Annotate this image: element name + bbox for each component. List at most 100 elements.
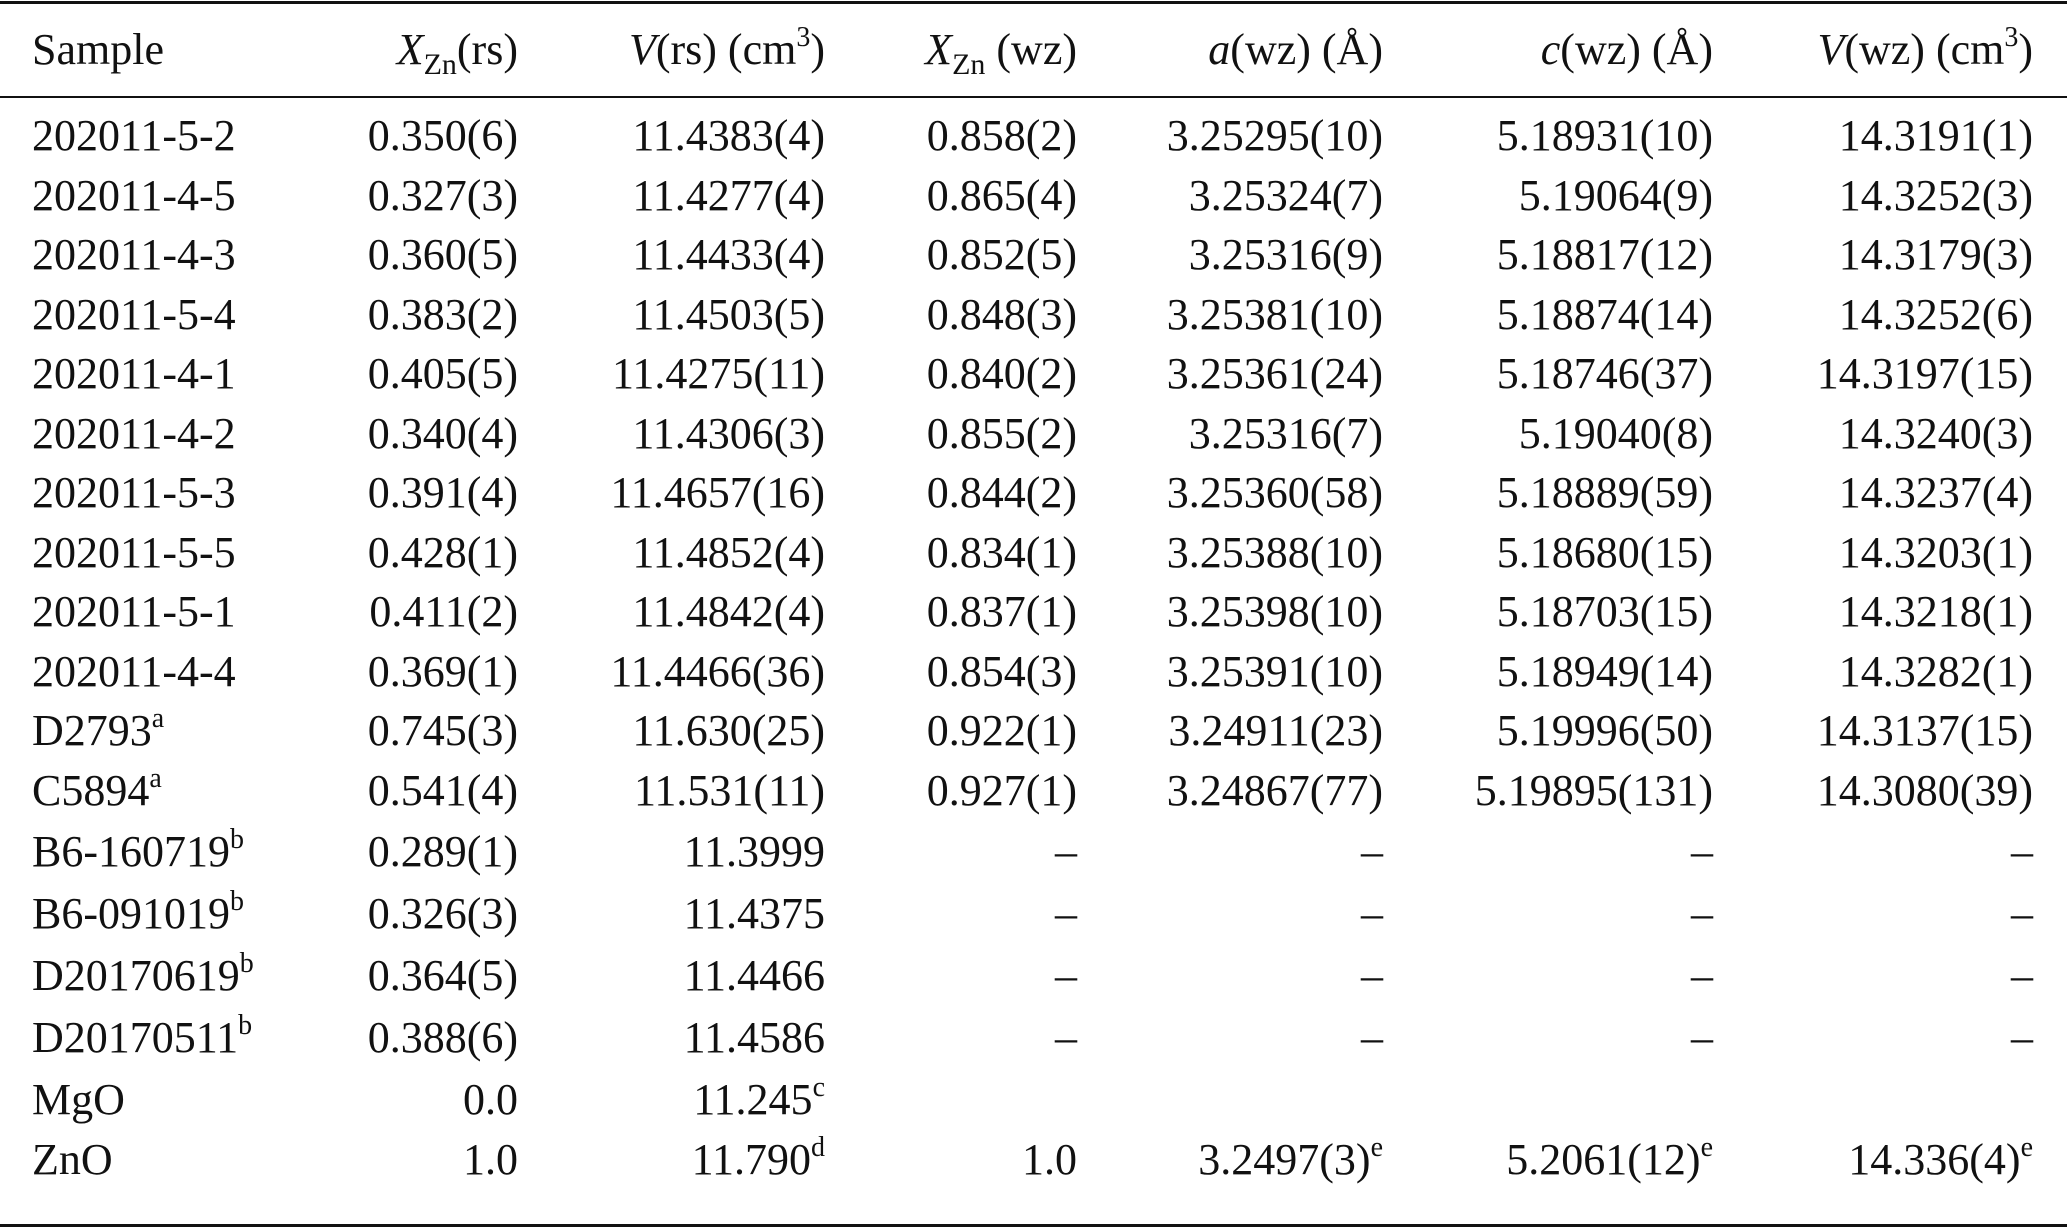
cell-xzn-wz: 0.865(4): [927, 166, 1077, 226]
table-row: 202011-5-4 0.383(2) 11.4503(5) 0.848(3) 3.25…: [0, 285, 2067, 345]
cell-xzn-wz: 0.922(1): [927, 701, 1077, 761]
cell-sample-value: MgO: [32, 1074, 125, 1124]
cell-c-wz-value: 5.18889(59): [1496, 468, 1713, 517]
cell-sample-footnote: b: [239, 947, 254, 979]
cell-c-wz: 5.18817(12): [1497, 225, 1713, 285]
cell-v-rs: 11.4466(36): [610, 642, 825, 702]
cell-xzn-rs: 1.0: [463, 1130, 518, 1190]
cell-v-wz: –: [2011, 822, 2033, 882]
cell-v-wz-value: 14.3179(3): [1838, 230, 2033, 279]
cell-sample: MgO: [32, 1070, 125, 1130]
cell-a-wz-value: 3.25316(7): [1188, 408, 1383, 458]
cell-sample: 202011-4-1: [32, 344, 236, 404]
top-rule: [0, 1, 2067, 4]
cell-c-wz: 5.19064(9): [1519, 166, 1713, 226]
table-row: D20170511b 0.388(6) 11.4586 – – – –: [0, 1008, 2067, 1068]
cell-v-wz-value: 14.3218(1): [1838, 587, 2033, 636]
cell-xzn-wz-value: 0.848(3): [926, 289, 1077, 339]
cell-a-wz: –: [1361, 946, 1383, 1006]
cell-sample: C5894a: [32, 761, 162, 821]
table-row: C5894a 0.541(4) 11.531(11) 0.927(1) 3.24867(…: [0, 761, 2067, 821]
cell-xzn-rs: 0.411(2): [369, 582, 518, 642]
cell-sample: D20170511b: [32, 1008, 252, 1068]
cell-a-wz: 3.2497(3)e: [1198, 1130, 1383, 1190]
cell-sample: 202011-5-5: [32, 523, 236, 583]
cell-v-rs: 11.4466: [684, 946, 825, 1006]
cell-sample: D20170619b: [32, 946, 254, 1006]
cell-xzn-rs: 0.369(1): [368, 642, 518, 702]
table-row: 202011-4-2 0.340(4) 11.4306(3) 0.855(2) 3.25…: [0, 404, 2067, 464]
table-row: 202011-4-5 0.327(3) 11.4277(4) 0.865(4) 3.25…: [0, 166, 2067, 226]
cell-a-wz-value: 3.24911(23): [1168, 706, 1383, 755]
cell-c-wz-footnote: e: [1700, 1131, 1713, 1163]
cell-sample: B6-160719b: [32, 822, 244, 882]
cell-c-wz-value: –: [1691, 888, 1713, 938]
cell-a-wz-value: 3.25388(10): [1166, 527, 1383, 577]
cell-sample-value: D20170511: [32, 1012, 239, 1062]
cell-a-wz: –: [1361, 1008, 1383, 1068]
cell-v-rs-value: 11.630(25): [632, 706, 825, 755]
cell-xzn-wz-value: 0.854(3): [926, 646, 1077, 696]
header-sample: Sample: [32, 25, 164, 74]
cell-v-wz-value: 14.3137(15): [1816, 706, 2033, 755]
cell-a-wz-value: –: [1361, 826, 1383, 876]
cell-c-wz: –: [1691, 884, 1713, 944]
cell-xzn-wz-value: 1.0: [1022, 1134, 1077, 1184]
cell-xzn-rs: 0.388(6): [368, 1008, 518, 1068]
cell-sample-value: D2793: [32, 706, 152, 755]
cell-c-wz-value: 5.18931(10): [1496, 111, 1713, 160]
cell-a-wz: 3.25324(7): [1189, 166, 1383, 226]
cell-a-wz: 3.25398(10): [1167, 582, 1383, 642]
cell-v-wz-value: 14.336(4): [1848, 1134, 2021, 1184]
table-row: 202011-4-1 0.405(5) 11.4275(11) 0.840(2) 3.2…: [0, 344, 2067, 404]
cell-a-wz-value: 3.25361(24): [1166, 349, 1383, 398]
cell-v-rs: 11.4657(16): [610, 463, 825, 523]
cell-xzn-wz: –: [1055, 946, 1077, 1006]
cell-v-rs: 11.630(25): [632, 701, 825, 761]
cell-v-rs-value: 11.4275(11): [611, 349, 825, 398]
cell-c-wz-value: 5.19996(50): [1496, 706, 1713, 755]
cell-v-wz: 14.3179(3): [1839, 225, 2033, 285]
cell-c-wz-value: –: [1691, 826, 1713, 876]
cell-xzn-wz-value: –: [1055, 950, 1077, 1000]
cell-xzn-rs-value: 0.364(5): [367, 950, 518, 1000]
cell-xzn-wz-value: 0.834(1): [926, 527, 1077, 577]
cell-v-rs: 11.4277(4): [632, 166, 825, 226]
cell-xzn-rs: 0.289(1): [368, 822, 518, 882]
cell-v-rs-value: 11.4383(4): [632, 111, 825, 160]
cell-xzn-rs-value: 0.541(4): [367, 765, 518, 815]
cell-xzn-rs: 0.364(5): [368, 946, 518, 1006]
cell-xzn-wz: 0.844(2): [927, 463, 1077, 523]
cell-v-rs: 11.245c: [693, 1070, 825, 1130]
cell-sample: 202011-5-4: [32, 285, 236, 345]
cell-v-rs-value: 11.4586: [683, 1012, 825, 1062]
cell-a-wz: –: [1361, 884, 1383, 944]
cell-xzn-rs: 0.350(6): [368, 106, 518, 166]
cell-v-rs-footnote: d: [811, 1131, 825, 1163]
cell-c-wz: 5.19996(50): [1497, 701, 1713, 761]
table-row: B6-091019b 0.326(3) 11.4375 – – – –: [0, 884, 2067, 944]
cell-xzn-rs-value: 0.289(1): [367, 826, 518, 876]
cell-v-rs-value: 11.4433(4): [632, 230, 825, 279]
cell-v-wz-value: –: [2011, 888, 2033, 938]
cell-xzn-rs: 0.383(2): [368, 285, 518, 345]
cell-xzn-rs-value: 0.326(3): [367, 888, 518, 938]
header-v-rs: V(rs) (cm3): [628, 22, 825, 75]
cell-xzn-wz-value: 0.865(4): [926, 170, 1077, 220]
cell-a-wz-value: 3.25391(10): [1166, 646, 1383, 696]
cell-sample-value: 202011-5-3: [32, 468, 236, 517]
cell-a-wz-value: –: [1361, 888, 1383, 938]
cell-xzn-rs-value: 0.388(6): [367, 1012, 518, 1062]
cell-sample: 202011-4-5: [32, 166, 236, 226]
cell-v-wz: 14.3237(4): [1839, 463, 2033, 523]
cell-c-wz-value: 5.18746(37): [1496, 349, 1713, 398]
cell-sample-value: 202011-4-2: [32, 408, 236, 458]
cell-v-rs: 11.4503(5): [632, 285, 825, 345]
cell-a-wz: 3.25360(58): [1167, 463, 1383, 523]
cell-v-wz-value: 14.3197(15): [1816, 349, 2033, 398]
cell-v-wz: –: [2011, 884, 2033, 944]
cell-xzn-wz: 0.858(2): [927, 106, 1077, 166]
cell-sample: ZnO: [32, 1130, 113, 1190]
cell-sample-value: 202011-4-5: [32, 170, 236, 220]
cell-v-wz: 14.336(4)e: [1848, 1130, 2033, 1190]
